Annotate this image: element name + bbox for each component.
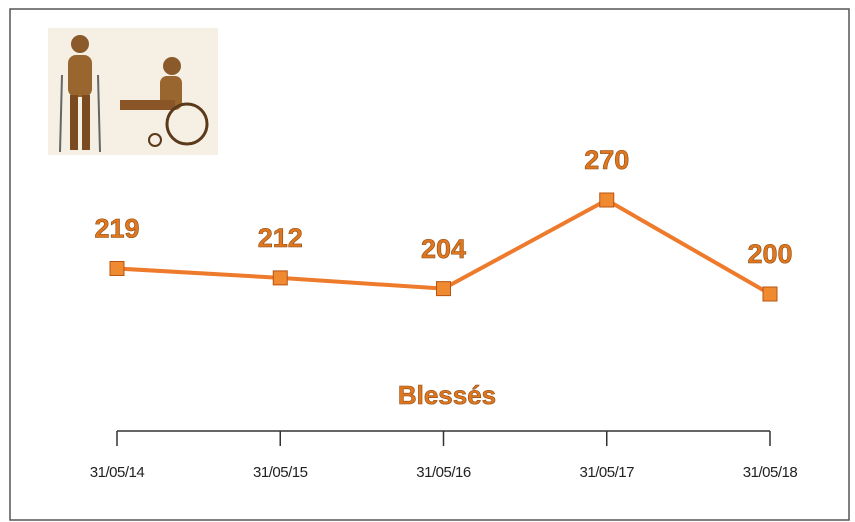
marker: [762, 286, 778, 302]
marker: [436, 281, 451, 297]
marker: [599, 192, 615, 208]
marker: [109, 260, 125, 276]
chart-title: Blessés: [398, 380, 496, 410]
x-tick-label: 31/05/18: [743, 464, 798, 481]
value-label: 270: [584, 145, 629, 175]
x-tick-label: 31/05/16: [416, 464, 471, 481]
value-label: 200: [747, 239, 792, 269]
x-tick-label: 31/05/15: [253, 464, 308, 481]
value-label: 204: [421, 234, 466, 264]
icon: [48, 28, 218, 155]
x-tick-label: 31/05/17: [580, 464, 635, 481]
marker: [272, 270, 288, 286]
value-label: 212: [258, 223, 303, 253]
x-tick-label: 31/05/14: [90, 464, 145, 481]
value-label: 219: [94, 214, 139, 244]
